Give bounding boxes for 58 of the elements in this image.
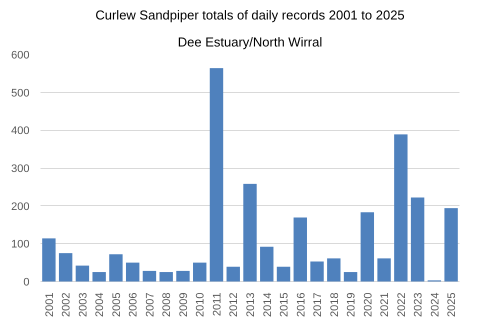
x-tick-label: 2014 [262, 292, 274, 317]
bar [444, 208, 458, 282]
bar [394, 134, 408, 282]
x-tick-label: 2017 [312, 292, 324, 317]
bar [226, 266, 240, 282]
x-tick-label: 2023 [412, 292, 425, 317]
bar [142, 270, 156, 282]
bar [58, 253, 72, 282]
x-tick-label: 2003 [77, 292, 90, 317]
x-tick-label: 2012 [228, 292, 240, 317]
x-tick-label: 2021 [379, 292, 392, 317]
y-tick-label: 400 [11, 125, 30, 138]
x-tick-label: 2024 [429, 292, 442, 317]
bar [193, 262, 206, 282]
bar [159, 272, 173, 282]
x-tick-label: 2020 [362, 292, 374, 317]
bar [210, 68, 224, 282]
x-tick-label: 2006 [128, 292, 140, 317]
x-tick-label: 2009 [178, 292, 190, 317]
bar [243, 184, 257, 282]
x-tick-label: 2022 [396, 292, 408, 317]
x-tick-label: 2015 [278, 292, 291, 317]
bar [76, 266, 90, 282]
x-tick-label: 2007 [144, 292, 156, 317]
y-tick-label: 500 [11, 87, 30, 100]
y-tick-label: 200 [11, 200, 30, 213]
x-tick-label: 2005 [110, 292, 123, 317]
y-tick-label: 100 [11, 238, 30, 251]
x-tick-label: 2013 [245, 292, 257, 317]
y-tick-label: 600 [11, 50, 30, 62]
bar [42, 238, 56, 282]
bar [260, 246, 274, 282]
y-tick-label: 300 [11, 163, 30, 175]
bar [176, 270, 190, 282]
x-tick-label: 2004 [94, 292, 106, 317]
x-tick-label: 2008 [161, 292, 174, 317]
bar [410, 198, 424, 282]
x-tick-label: 2011 [211, 292, 224, 316]
bar [327, 258, 341, 282]
bar [344, 272, 358, 282]
chart-title: Curlew Sandpiper totals of daily records 2001 to 2025 [95, 8, 405, 22]
x-tick-label: 2018 [328, 292, 341, 317]
bar [294, 218, 307, 282]
bar [92, 272, 106, 282]
x-tick-label: 2010 [194, 292, 207, 317]
x-tick-label: 2025 [446, 292, 458, 317]
bar [126, 262, 140, 282]
x-tick-label: 2019 [346, 292, 358, 317]
x-tick-label: 2001 [44, 292, 56, 317]
bar [276, 266, 290, 282]
y-tick-label: 0 [23, 276, 30, 288]
bar [310, 261, 324, 282]
bar [360, 212, 374, 282]
bar [377, 258, 391, 282]
x-tick-label: 2016 [295, 292, 308, 317]
chart-subtitle: Dee Estuary/North Wirral [178, 34, 322, 50]
x-tick-label: 2002 [60, 292, 73, 317]
bar [109, 254, 123, 282]
